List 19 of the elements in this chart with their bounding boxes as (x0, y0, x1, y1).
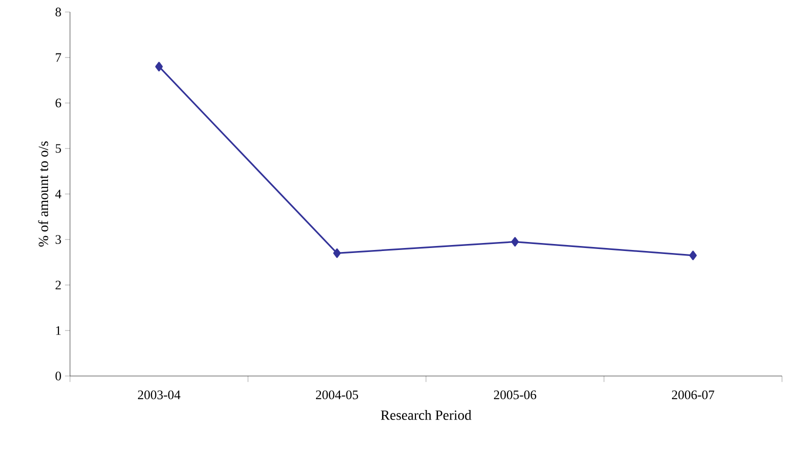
x-axis-title: Research Period (380, 410, 472, 420)
x-tick-label: 2004-05 (316, 390, 358, 400)
y-tick-label: 0 (56, 372, 62, 380)
x-tick-label: 2003-04 (138, 390, 180, 400)
point (689, 250, 697, 260)
y-tick-label: 4 (55, 190, 62, 198)
y-tick-label: 1 (56, 326, 61, 335)
y-tick-label: 2 (56, 280, 61, 290)
y-tick-label: 5 (56, 144, 61, 153)
point (333, 248, 341, 258)
y-tick-label: 6 (56, 98, 62, 108)
y-tick-label: 3 (56, 235, 61, 244)
y-tick-label: 7 (56, 53, 62, 62)
point (511, 236, 519, 247)
x-tick-label: 2006-07 (672, 390, 714, 400)
point (155, 62, 163, 72)
x-tick-label: 2005-06 (494, 390, 536, 400)
y-tick-label: 8 (56, 8, 62, 16)
y-axis-title: % of amount to o/s (38, 141, 48, 247)
